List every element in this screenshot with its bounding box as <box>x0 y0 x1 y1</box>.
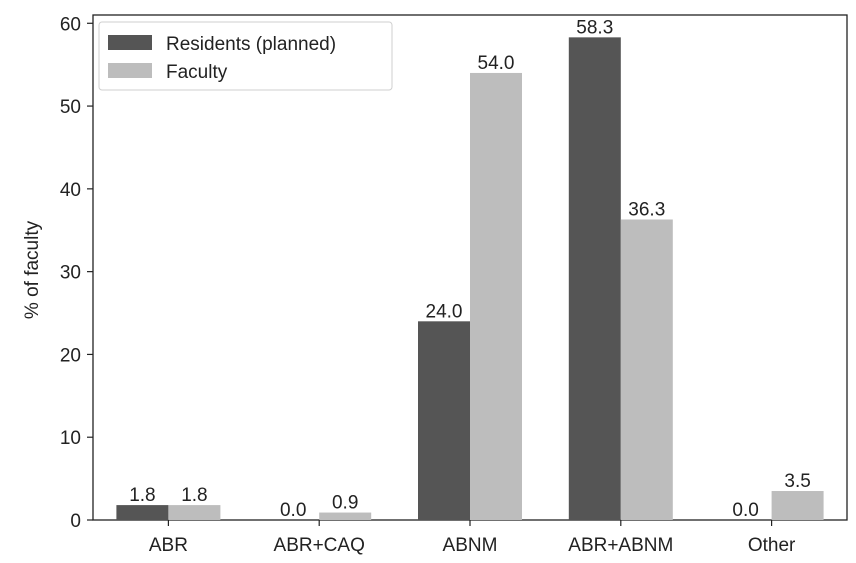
bars <box>116 37 824 521</box>
y-tick-label: 10 <box>60 428 81 449</box>
y-tick-label: 30 <box>60 263 81 284</box>
bar-faculty <box>470 72 522 521</box>
x-tick-label: ABR <box>149 535 188 556</box>
bar-value-label: 24.0 <box>426 301 463 322</box>
y-tick-label: 20 <box>60 345 81 366</box>
legend: Residents (planned) Faculty <box>98 21 393 91</box>
bar-residents <box>568 37 621 521</box>
y-tick-label: 50 <box>60 97 81 118</box>
x-tick-label: ABR+ABNM <box>568 535 673 556</box>
bar-faculty <box>771 491 824 520</box>
y-tick-label: 40 <box>60 180 81 201</box>
y-axis: 0 10 20 30 40 50 60 <box>60 14 93 532</box>
bar-value-label: 36.3 <box>628 199 665 220</box>
legend-swatch-faculty <box>108 63 152 78</box>
bar-value-label: 54.0 <box>478 53 515 74</box>
x-axis: ABR ABR+CAQ ABNM ABR+ABNM Other <box>149 520 796 556</box>
bar-value-label: 1.8 <box>129 485 155 506</box>
bar-value-label: 0.9 <box>332 493 358 514</box>
data-labels: 1.8 1.8 0.0 0.9 24.0 54.0 58.3 36.3 0.0 3.5 <box>129 17 811 521</box>
y-tick-label: 60 <box>60 14 81 35</box>
legend-label-residents: Residents (planned) <box>166 34 336 55</box>
y-tick-label: 0 <box>70 511 81 532</box>
bar-residents <box>418 321 470 520</box>
x-tick-label: Other <box>748 535 796 556</box>
x-tick-label: ABNM <box>443 535 498 556</box>
bar-value-label: 1.8 <box>181 485 207 506</box>
bar-faculty <box>168 505 221 520</box>
legend-label-faculty: Faculty <box>166 62 228 83</box>
x-tick-label: ABR+CAQ <box>274 535 365 556</box>
bar-value-label: 3.5 <box>784 471 810 492</box>
bar-faculty <box>319 512 372 520</box>
bar-value-label: 58.3 <box>576 17 613 38</box>
bar-faculty <box>620 219 673 520</box>
y-axis-label: % of faculty <box>22 220 43 319</box>
bar-value-label: 0.0 <box>280 500 306 521</box>
bar-residents <box>116 505 169 520</box>
bar-value-label: 0.0 <box>732 500 758 521</box>
legend-swatch-residents <box>108 35 152 50</box>
legend-box <box>98 21 393 91</box>
